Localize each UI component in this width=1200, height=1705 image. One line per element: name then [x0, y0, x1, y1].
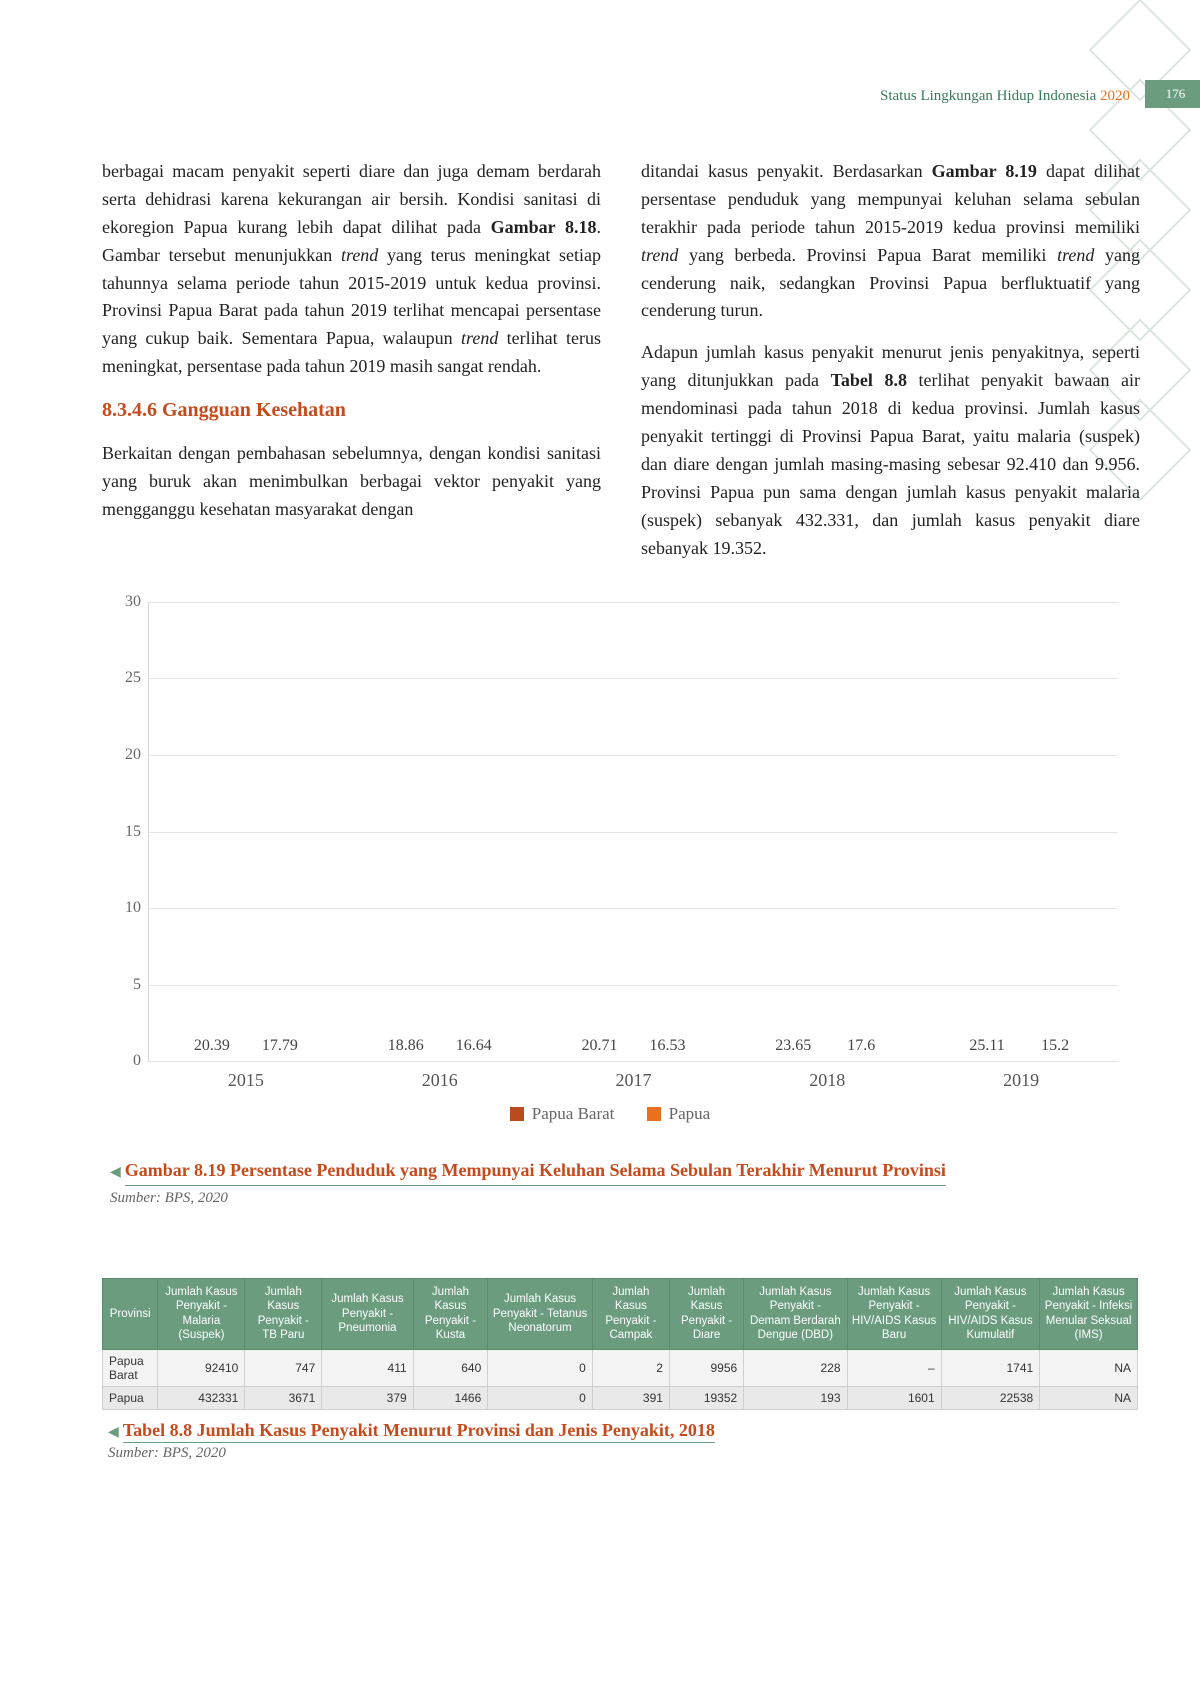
table-header-cell: Jumlah Kasus Penyakit - Kusta — [413, 1279, 488, 1350]
bar-value-label: 20.39 — [181, 1037, 243, 1055]
table-cell: 3671 — [245, 1386, 322, 1409]
x-axis-label: 2019 — [946, 1070, 1096, 1091]
data-table-wrap: ProvinsiJumlah Kasus Penyakit - Malaria … — [102, 1278, 1138, 1410]
table-cell: Papua Barat — [103, 1349, 158, 1386]
legend-item-papua-barat: Papua Barat — [510, 1104, 615, 1124]
table-cell: 193 — [744, 1386, 847, 1409]
right-para-2: Adapun jumlah kasus penyakit menurut jen… — [641, 339, 1140, 562]
figure-source: Sumber: BPS, 2020 — [110, 1190, 1090, 1207]
y-axis-label: 20 — [111, 746, 141, 764]
table-cell: 747 — [245, 1349, 322, 1386]
left-para-2: Berkaitan dengan pembahasan sebelumnya, … — [102, 440, 601, 524]
y-axis-label: 15 — [111, 823, 141, 841]
data-table: ProvinsiJumlah Kasus Penyakit - Malaria … — [102, 1278, 1138, 1410]
table-header-cell: Jumlah Kasus Penyakit - TB Paru — [245, 1279, 322, 1350]
table-header-cell: Provinsi — [103, 1279, 158, 1350]
table-header-cell: Jumlah Kasus Penyakit - Tetanus Neonator… — [488, 1279, 593, 1350]
x-axis-label: 2018 — [752, 1070, 902, 1091]
right-para-1: ditandai kasus penyakit. Berdasarkan Gam… — [641, 158, 1140, 325]
table-cell: 0 — [488, 1386, 593, 1409]
page-number-badge: 176 — [1145, 80, 1200, 108]
table-cell: 1741 — [941, 1349, 1040, 1386]
bar-value-label: 15.2 — [1024, 1037, 1086, 1055]
table-cell: 0 — [488, 1349, 593, 1386]
table-caption: ◀ Tabel 8.8 Jumlah Kasus Penyakit Menurut… — [108, 1420, 1092, 1462]
table-cell: 411 — [322, 1349, 413, 1386]
figure-title: Gambar 8.19 Persentase Penduduk yang Mem… — [125, 1158, 946, 1186]
legend-item-papua: Papua — [647, 1104, 711, 1124]
table-header-cell: Jumlah Kasus Penyakit - HIV/AIDS Kasus K… — [941, 1279, 1040, 1350]
table-cell: 19352 — [669, 1386, 743, 1409]
table-cell: – — [847, 1349, 941, 1386]
table-header-cell: Jumlah Kasus Penyakit - Campak — [592, 1279, 669, 1350]
bar-value-label: 17.79 — [249, 1037, 311, 1055]
bar-value-label: 18.86 — [375, 1037, 437, 1055]
caption-arrow-icon: ◀ — [110, 1165, 121, 1180]
table-cell: 2 — [592, 1349, 669, 1386]
table-row: Papua Barat92410747411640029956228–1741N… — [103, 1349, 1138, 1386]
body-columns: berbagai macam penyakit seperti diare da… — [102, 158, 1140, 576]
bar-value-label: 16.53 — [636, 1037, 698, 1055]
doc-title: Status Lingkungan Hidup Indonesia — [880, 88, 1100, 104]
doc-year: 2020 — [1100, 88, 1130, 104]
left-column: berbagai macam penyakit seperti diare da… — [102, 158, 601, 576]
bar-chart: 05101520253020.3917.79201518.8616.642016… — [102, 602, 1118, 1132]
table-cell: 9956 — [669, 1349, 743, 1386]
figure-caption: ◀ Gambar 8.19 Persentase Penduduk yang Me… — [110, 1158, 1090, 1207]
right-column: ditandai kasus penyakit. Berdasarkan Gam… — [641, 158, 1140, 576]
section-heading: 8.3.4.6 Gangguan Kesehatan — [102, 395, 601, 426]
bar-value-label: 16.64 — [443, 1037, 505, 1055]
x-axis-label: 2016 — [365, 1070, 515, 1091]
table-cell: 432331 — [158, 1386, 245, 1409]
table-cell: 92410 — [158, 1349, 245, 1386]
table-cell: 379 — [322, 1386, 413, 1409]
table-header-cell: Jumlah Kasus Penyakit - Demam Berdarah D… — [744, 1279, 847, 1350]
y-axis-label: 5 — [111, 976, 141, 994]
legend-label: Papua Barat — [532, 1104, 615, 1124]
legend-swatch-icon — [510, 1107, 524, 1121]
table-source: Sumber: BPS, 2020 — [108, 1445, 1092, 1462]
table-cell: NA — [1040, 1349, 1138, 1386]
table-header-cell: Jumlah Kasus Penyakit - HIV/AIDS Kasus B… — [847, 1279, 941, 1350]
legend-swatch-icon — [647, 1107, 661, 1121]
table-cell: 228 — [744, 1349, 847, 1386]
bar-value-label: 23.65 — [762, 1037, 824, 1055]
table-header-cell: Jumlah Kasus Penyakit - Diare — [669, 1279, 743, 1350]
table-cell: Papua — [103, 1386, 158, 1409]
bar-value-label: 17.6 — [830, 1037, 892, 1055]
table-header-cell: Jumlah Kasus Penyakit - Pneumonia — [322, 1279, 413, 1350]
table-cell: 22538 — [941, 1386, 1040, 1409]
y-axis-label: 10 — [111, 899, 141, 917]
gridline — [149, 1061, 1118, 1062]
caption-arrow-icon: ◀ — [108, 1425, 119, 1440]
bar-value-label: 25.11 — [956, 1037, 1018, 1055]
table-cell: NA — [1040, 1386, 1138, 1409]
chart-legend: Papua Barat Papua — [102, 1104, 1118, 1126]
y-axis-label: 0 — [111, 1052, 141, 1070]
table-cell: 1466 — [413, 1386, 488, 1409]
left-para-1: berbagai macam penyakit seperti diare da… — [102, 158, 601, 381]
table-cell: 1601 — [847, 1386, 941, 1409]
table-cell: 640 — [413, 1349, 488, 1386]
x-axis-label: 2017 — [558, 1070, 708, 1091]
table-header-cell: Jumlah Kasus Penyakit - Malaria (Suspek) — [158, 1279, 245, 1350]
legend-label: Papua — [669, 1104, 711, 1124]
table-title: Tabel 8.8 Jumlah Kasus Penyakit Menurut … — [123, 1420, 715, 1443]
bar-value-label: 20.71 — [568, 1037, 630, 1055]
table-cell: 391 — [592, 1386, 669, 1409]
y-axis-label: 30 — [111, 593, 141, 611]
table-row: Papua43233136713791466039119352193160122… — [103, 1386, 1138, 1409]
running-header: Status Lingkungan Hidup Indonesia 2020 — [880, 88, 1130, 105]
table-header-cell: Jumlah Kasus Penyakit - Infeksi Menular … — [1040, 1279, 1138, 1350]
y-axis-label: 25 — [111, 669, 141, 687]
x-axis-label: 2015 — [171, 1070, 321, 1091]
